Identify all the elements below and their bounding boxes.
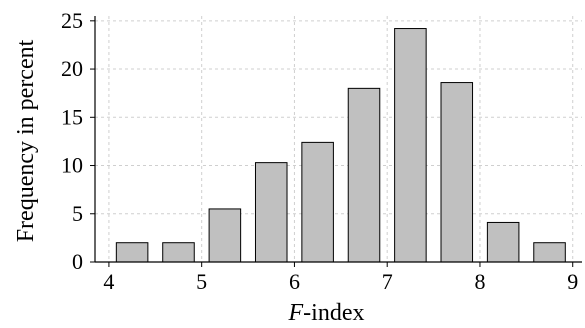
x-tick-label: 7 [382,269,393,294]
y-tick-labels: 0 5 10 15 20 25 [61,8,95,274]
x-tick-label: 8 [474,269,485,294]
bar-4 [301,141,334,263]
bar-2 [208,208,242,263]
bar-7 [440,82,474,263]
bar-0 [115,242,149,263]
bars [115,28,566,263]
y-tick-label: 15 [61,104,83,129]
bar-1 [162,242,195,263]
bar-3 [254,162,288,263]
x-axis-title-italic: F [288,300,304,326]
grid [95,16,582,262]
bar-8 [486,221,520,263]
x-axis-title-rest: -index [303,300,364,326]
bar-6 [394,28,427,263]
x-tick-label: 6 [289,269,300,294]
bar-9 [533,242,566,263]
plot-frame [94,16,582,263]
x-tick-label: 9 [567,269,578,294]
y-tick-label: 5 [72,201,83,226]
y-tick-label: 10 [61,153,83,178]
bar-5 [347,87,381,263]
y-tick-label: 20 [61,56,83,81]
y-tick-label: 0 [72,249,83,274]
x-tick-labels: 4 5 6 7 8 9 [103,262,578,294]
x-tick-label: 4 [103,269,114,294]
y-axis-title: Frequency in percent [13,39,39,242]
y-tick-label: 25 [61,8,83,33]
x-axis-title: F-index [288,300,365,326]
x-tick-label: 5 [196,269,207,294]
